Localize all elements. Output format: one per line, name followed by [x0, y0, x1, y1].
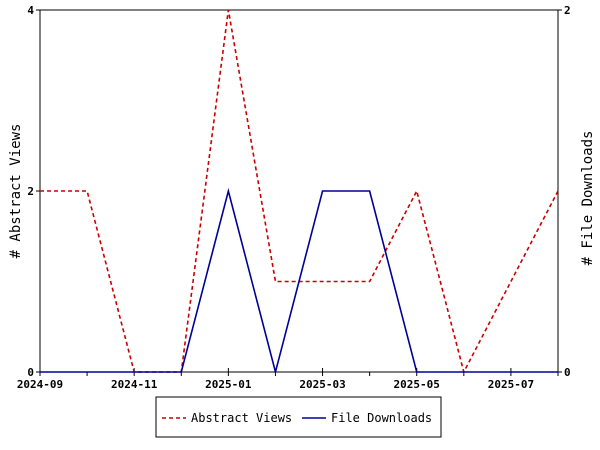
y2-axis-title: # File Downloads — [580, 131, 596, 266]
x-tick-label: 2025-07 — [488, 378, 534, 391]
x-axis: 2024-09 2024-11 2025-01 2025-03 2025-05 2025-… — [17, 368, 559, 391]
x-tick-label: 2025-03 — [299, 378, 345, 391]
series-layer — [40, 9, 559, 376]
y-tick-label: 0 — [27, 366, 34, 379]
series-line-file-downloads — [40, 187, 558, 376]
x-tick-label: 2024-09 — [17, 378, 63, 391]
x-tick-label: 2025-05 — [394, 378, 440, 391]
y-axis-title: # Abstract Views — [8, 124, 24, 259]
x-tick-label: 2025-01 — [205, 378, 252, 391]
legend-label-file-downloads: File Downloads — [331, 411, 432, 425]
legend-label-abstract-views: Abstract Views — [191, 411, 292, 425]
y-tick-label: 4 — [27, 4, 34, 17]
y2-tick-label: 0 — [564, 366, 571, 379]
y-tick-label: 2 — [27, 185, 34, 198]
plot-area — [39, 9, 559, 373]
x-tick-label: 2024-11 — [111, 378, 158, 391]
y2-tick-label: 2 — [564, 4, 571, 17]
legend-box — [155, 396, 442, 438]
legend: Abstract Views File Downloads — [155, 396, 442, 438]
